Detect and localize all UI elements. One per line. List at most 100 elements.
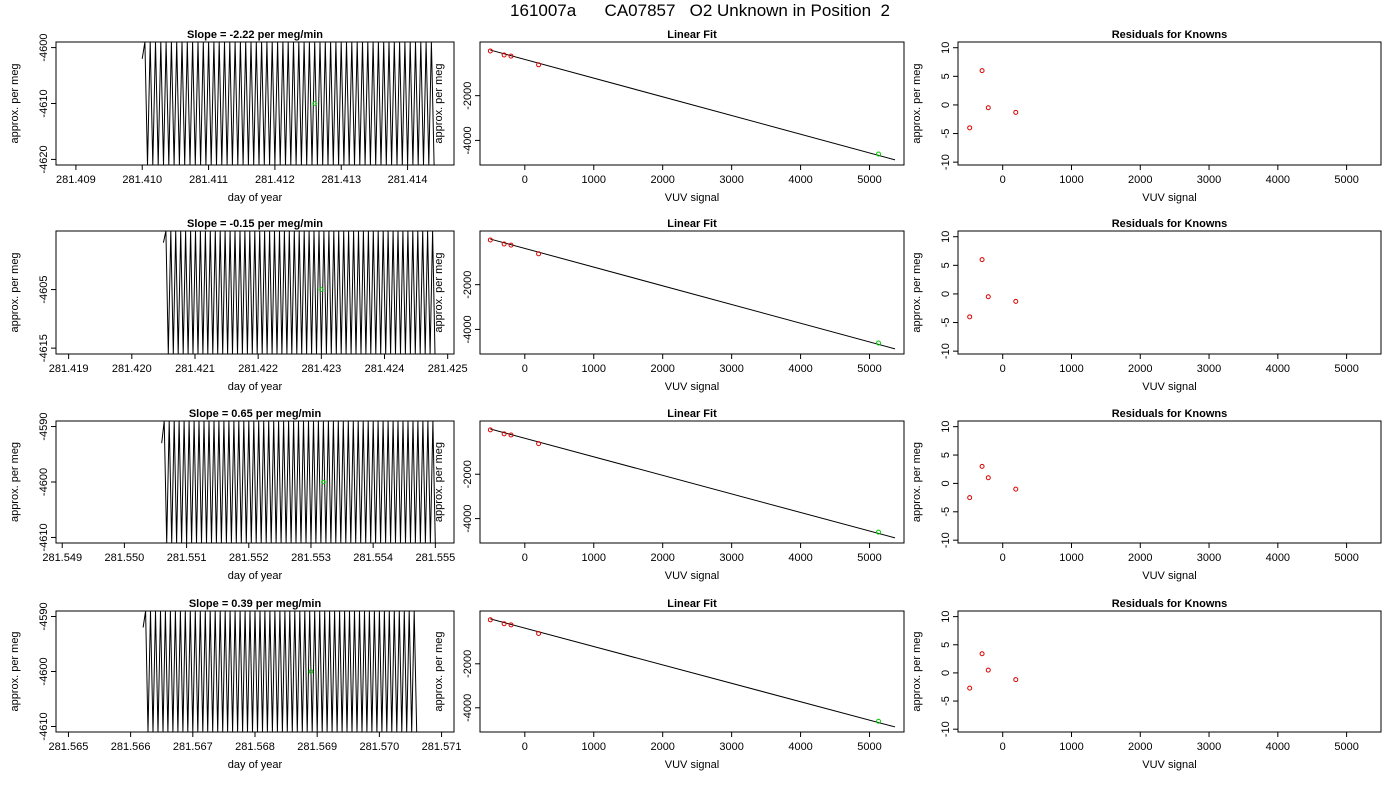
residual-point (967, 495, 973, 501)
y-tick-label: 0 (940, 102, 952, 108)
residual-point (1013, 486, 1019, 492)
y-axis-label: approx. per meg (9, 442, 21, 522)
y-axis-label: approx. per meg (433, 631, 445, 711)
x-tick-label: 281.419 (49, 363, 89, 375)
known-point (536, 630, 542, 636)
residual-point (967, 125, 973, 131)
x-axis-label: VUV signal (1142, 570, 1196, 582)
y-tick-label: -4600 (38, 657, 50, 685)
x-tick-label: 281.425 (428, 363, 468, 375)
mean-marker-point (312, 101, 318, 106)
x-tick-label: 281.424 (365, 363, 405, 375)
y-tick-label: -4620 (38, 145, 50, 173)
y-tick-label: -5 (940, 507, 952, 517)
y-axis-label: approx. per meg (433, 442, 445, 522)
oscillating-trace (142, 611, 418, 732)
x-axis-label: VUV signal (665, 570, 719, 582)
chart-panel-3-3: Residuals for Knowns 0 1000 2000 3000 4000 500… (911, 408, 1382, 582)
x-tick-label: 3000 (1197, 741, 1221, 753)
x-tick-label: 4000 (788, 552, 812, 564)
fit-line (490, 238, 896, 350)
known-point (536, 62, 542, 68)
y-tick-label: -10 (940, 532, 952, 548)
plot-area (487, 617, 896, 728)
y-tick-label: -4610 (38, 523, 50, 551)
residual-point (985, 667, 991, 673)
plot-area (967, 68, 1019, 131)
y-tick-label: -4590 (38, 602, 50, 630)
x-tick-label: 281.412 (255, 174, 295, 186)
x-tick-label: 4000 (1266, 741, 1290, 753)
x-tick-label: 2000 (650, 741, 674, 753)
oscillating-trace (141, 42, 435, 165)
plot-frame (479, 610, 905, 733)
chart-title: Residuals for Knowns (1112, 218, 1228, 230)
mean-marker-point (319, 287, 324, 292)
y-tick-label: -2000 (462, 460, 474, 488)
unknown-point (875, 718, 881, 724)
chart-panel-3-2: Linear Fit 0 1000 2000 3000 4000 5000 -4000 -200… (433, 408, 905, 582)
chart-panel-3-1: Slope = 0.65 per meg/min 281.549 281.550 28… (9, 408, 455, 582)
x-tick-label: 281.413 (321, 174, 361, 186)
x-axis-label: VUV signal (665, 192, 719, 204)
y-axis-label: approx. per meg (911, 442, 923, 522)
y-tick-label: -4600 (38, 468, 50, 496)
chart-panel-2-3: Residuals for Knowns 0 1000 2000 3000 4000 500… (911, 218, 1382, 393)
x-tick-label: 281.554 (353, 552, 393, 564)
x-tick-label: 2000 (1128, 174, 1152, 186)
known-point (501, 241, 507, 247)
plot-area (162, 231, 436, 354)
residual-point (979, 463, 985, 469)
x-tick-label: 2000 (650, 552, 674, 564)
x-tick-label: 281.423 (301, 363, 341, 375)
plot-frame (479, 420, 905, 544)
x-tick-label: 281.570 (359, 741, 399, 753)
y-tick-label: -4000 (462, 505, 474, 533)
y-tick-label: -5 (940, 129, 952, 139)
plot-frame (479, 41, 905, 166)
x-axis-label: day of year (228, 570, 283, 582)
x-axis-label: day of year (228, 192, 283, 204)
fit-line (490, 618, 896, 728)
residual-point (979, 68, 985, 74)
x-tick-label: 281.566 (111, 741, 151, 753)
chart-panel-2-2: Linear Fit 0 1000 2000 3000 4000 5000 -4000 -200… (433, 218, 905, 393)
known-point (508, 622, 514, 628)
y-tick-label: -4610 (38, 712, 50, 740)
x-axis-label: day of year (228, 759, 283, 771)
known-point (501, 52, 507, 58)
chart-panel-1-1: Slope = -2.22 per meg/min 281.409 281.410 2… (9, 29, 455, 204)
known-point (508, 432, 514, 438)
x-tick-label: 281.553 (291, 552, 331, 564)
x-tick-label: 0 (522, 741, 528, 753)
x-tick-label: 5000 (857, 174, 881, 186)
chart-panel-4-3: Residuals for Knowns 0 1000 2000 3000 4000 500… (911, 598, 1382, 771)
residual-point (979, 257, 985, 263)
residual-point (979, 651, 985, 657)
x-tick-label: 1000 (582, 552, 606, 564)
y-tick-label: 5 (940, 262, 952, 268)
x-tick-label: 3000 (719, 363, 743, 375)
y-tick-label: -10 (940, 343, 952, 359)
y-tick-label: -2000 (462, 650, 474, 678)
x-tick-label: 1000 (582, 363, 606, 375)
known-point (487, 48, 493, 54)
x-tick-label: 3000 (719, 741, 743, 753)
plot-area (967, 257, 1019, 320)
x-tick-label: 5000 (1334, 174, 1358, 186)
x-tick-label: 0 (522, 174, 528, 186)
x-tick-label: 281.552 (229, 552, 269, 564)
known-point (501, 431, 507, 437)
chart-title: Linear Fit (667, 218, 717, 230)
x-tick-label: 281.555 (415, 552, 455, 564)
y-tick-label: 10 (940, 421, 952, 433)
x-tick-label: 4000 (1266, 552, 1290, 564)
x-tick-label: 0 (1000, 363, 1006, 375)
x-tick-label: 1000 (582, 741, 606, 753)
plot-area (487, 427, 896, 539)
y-tick-label: -4610 (38, 89, 50, 117)
x-tick-label: 5000 (1334, 552, 1358, 564)
unknown-point (875, 340, 881, 346)
chart-panel-4-2: Linear Fit 0 1000 2000 3000 4000 5000 -4000 -200… (433, 598, 905, 771)
